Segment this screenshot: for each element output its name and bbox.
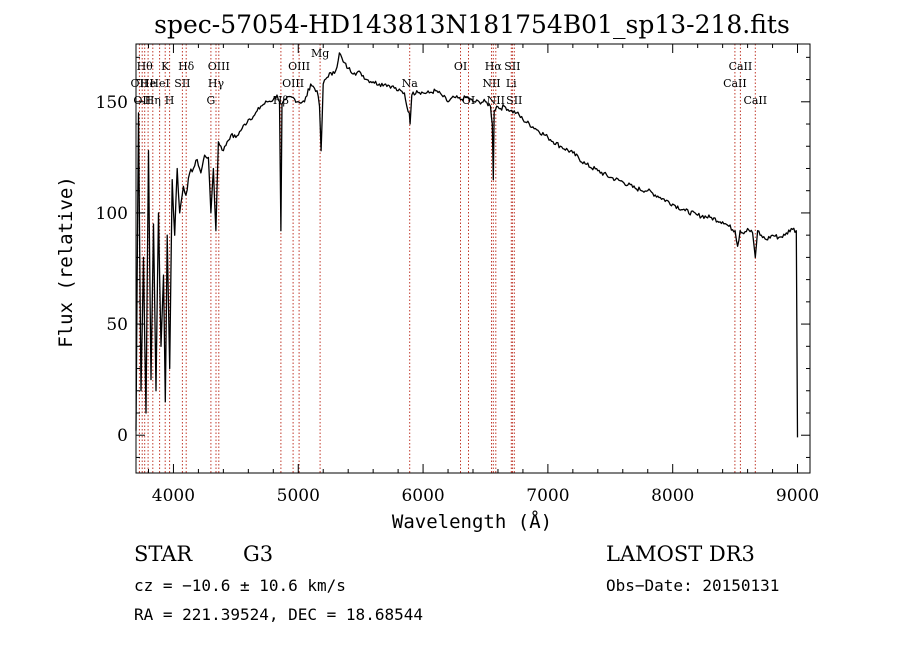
line-marker-label: SII bbox=[174, 77, 190, 90]
y-tick-label: 100 bbox=[96, 204, 128, 224]
line-marker-label: OII bbox=[131, 77, 149, 90]
plot-frame bbox=[135, 43, 811, 474]
y-axis-label: Flux (relative) bbox=[55, 176, 77, 348]
line-marker-label: OIII bbox=[288, 60, 310, 73]
x-tick-label: 7000 bbox=[526, 486, 569, 506]
line-marker-label: CaII bbox=[729, 60, 753, 73]
line-marker-label: Hη bbox=[145, 94, 161, 107]
line-marker-label: CaII bbox=[723, 77, 747, 90]
x-tick-label: 8000 bbox=[651, 486, 694, 506]
line-marker-label: Hα bbox=[485, 60, 503, 73]
coordinates: RA = 221.39524, DEC = 18.68544 bbox=[134, 605, 423, 624]
x-tick-label: 6000 bbox=[401, 486, 444, 506]
spectrum-line bbox=[135, 52, 799, 438]
line-marker-label: Hγ bbox=[208, 77, 225, 90]
line-marker-label: OI bbox=[462, 94, 475, 107]
x-tick-label: 9000 bbox=[776, 486, 819, 506]
line-marker-label: CaII bbox=[743, 94, 767, 107]
y-axis: 0 50 100 150 bbox=[96, 56, 810, 458]
line-marker-label: NII bbox=[482, 77, 500, 90]
line-marker-label: HeI bbox=[149, 77, 169, 90]
x-tick-label: 5000 bbox=[277, 486, 320, 506]
line-marker-label: H bbox=[165, 94, 175, 107]
y-tick-label: 150 bbox=[96, 93, 128, 113]
line-marker-label: Hβ bbox=[273, 94, 289, 107]
line-marker-label: He bbox=[140, 77, 156, 90]
line-marker-label: SII bbox=[506, 94, 522, 107]
redshift-value: cz = −10.6 ± 10.6 km/s bbox=[134, 576, 346, 595]
line-marker-label: K bbox=[161, 60, 170, 73]
x-axis: 4000 5000 6000 7000 8000 9000 bbox=[147, 44, 819, 506]
object-class: STAR bbox=[134, 542, 193, 566]
survey-name: LAMOST DR3 bbox=[606, 542, 755, 566]
observation-date: Obs−Date: 20150131 bbox=[606, 576, 779, 595]
x-tick-label: 4000 bbox=[152, 486, 195, 506]
line-marker-label: Mg bbox=[311, 47, 329, 60]
line-marker-label: Hθ bbox=[137, 60, 154, 73]
line-marker-label: G bbox=[207, 94, 216, 107]
line-marker-label: NII bbox=[487, 94, 505, 107]
line-marker-label: OII bbox=[133, 94, 151, 107]
line-marker-label: Na bbox=[402, 77, 419, 90]
line-marker-group bbox=[138, 44, 756, 473]
line-marker-label: Hδ bbox=[178, 60, 195, 73]
line-label-group: OIIOIIHθHeHηHeIKHSIIHδGHγOIIIHβOIIIOIIIM… bbox=[131, 47, 768, 107]
x-axis-label: Wavelength (Å) bbox=[392, 510, 552, 533]
spectral-subclass: G3 bbox=[243, 542, 273, 566]
line-marker-label: Li bbox=[506, 77, 517, 90]
line-marker-label: OI bbox=[454, 60, 467, 73]
chart-title: spec-57054-HD143813N181754B01_sp13-218.f… bbox=[154, 10, 790, 39]
line-marker-label: OIII bbox=[208, 60, 230, 73]
y-tick-label: 0 bbox=[117, 426, 128, 446]
y-tick-label: 50 bbox=[106, 315, 128, 335]
line-marker-label: SII bbox=[504, 60, 520, 73]
line-marker-label: OIII bbox=[282, 77, 304, 90]
